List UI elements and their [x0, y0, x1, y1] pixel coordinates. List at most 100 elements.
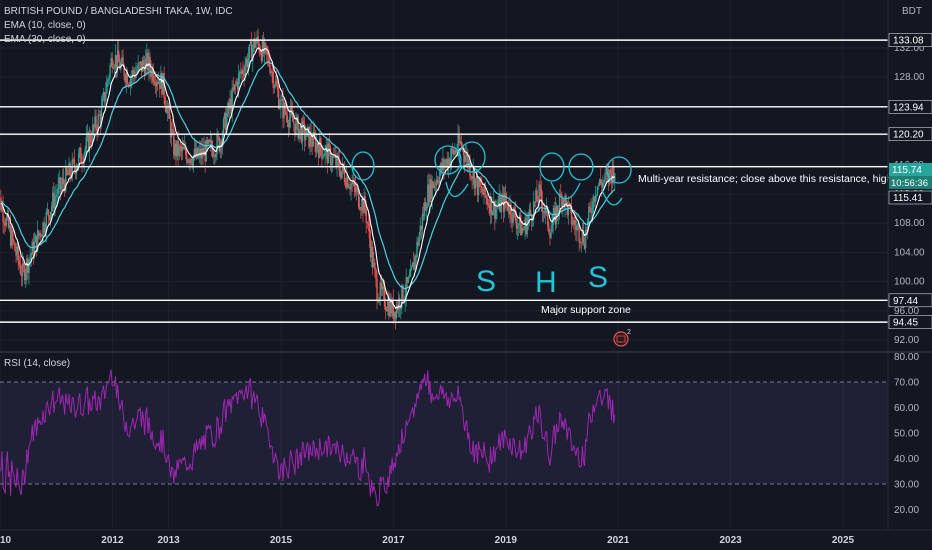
time-tick-label: 2017	[382, 535, 405, 546]
candle-body	[540, 187, 542, 201]
arc-drawing[interactable]	[601, 189, 623, 206]
candle-body	[62, 178, 65, 184]
candle-body	[593, 196, 595, 203]
last-price-tag[interactable]: 115.74 10:56:36 115.41	[888, 163, 932, 205]
candle-body	[471, 177, 473, 179]
candle-body	[549, 232, 551, 238]
rsi-legend[interactable]: RSI (14, close)	[4, 358, 71, 369]
candle-body	[115, 55, 118, 69]
resistance-annotation[interactable]: Multi-year resistance; close above this …	[638, 173, 901, 185]
candle-body	[353, 180, 356, 187]
candle-body	[456, 150, 458, 153]
candle-body	[403, 300, 405, 302]
candle-body	[301, 121, 304, 142]
candle-body	[397, 298, 400, 310]
candle-body	[470, 176, 472, 178]
arc-drawing[interactable]	[445, 181, 469, 198]
candle-body	[102, 92, 105, 99]
candle-body	[172, 129, 174, 131]
candle-body	[359, 206, 361, 210]
rsi-axis[interactable]: 80.00 70.00 60.00 50.00 40.00 30.00 20.00	[894, 352, 919, 516]
candle-body	[68, 163, 70, 176]
candle-body	[533, 201, 535, 220]
candle-body	[166, 108, 169, 114]
candle-body	[124, 76, 126, 83]
candle-body	[418, 235, 420, 246]
candle-body	[210, 140, 213, 149]
candle-body	[566, 201, 568, 216]
circle-drawing[interactable]	[539, 152, 565, 182]
circle-drawing[interactable]	[351, 151, 375, 181]
symbol-title[interactable]: BRITISH POUND / BANGLADESHI TAKA, 1W, ID…	[4, 6, 233, 17]
candle-body	[89, 133, 92, 142]
candle-body	[183, 146, 186, 149]
candle-body	[151, 68, 153, 77]
candle-body	[332, 155, 334, 164]
countdown-timer: 10:56:36	[891, 178, 928, 189]
support-annotation[interactable]: Major support zone	[541, 304, 631, 316]
candle-body	[560, 193, 562, 196]
candle-body	[288, 117, 291, 128]
candle-body	[97, 114, 99, 132]
candle-body	[32, 241, 35, 257]
candle-body	[310, 132, 312, 144]
ema-10-legend[interactable]: EMA (10, close, 0)	[4, 20, 86, 31]
candle-body	[16, 246, 18, 256]
candle-body	[240, 71, 242, 74]
arc-drawing[interactable]	[550, 181, 581, 200]
candle-body	[478, 177, 481, 186]
ema-30-legend[interactable]: EMA (30, close, 0)	[4, 34, 86, 45]
candle-body	[242, 69, 244, 74]
circle-drawing[interactable]	[434, 145, 462, 175]
candle-body	[509, 204, 511, 215]
candle-body	[527, 216, 530, 222]
horizontal-levels[interactable]	[0, 39, 888, 323]
candle-body	[589, 206, 591, 208]
event-badge[interactable]: 2	[613, 329, 631, 347]
candle-body	[249, 41, 252, 45]
candle-body	[230, 99, 232, 111]
candle-body	[315, 143, 318, 152]
candle-body	[423, 202, 426, 217]
candle-body	[118, 50, 120, 62]
candle-body	[574, 220, 576, 226]
candle-body	[21, 263, 24, 277]
candle-body	[276, 85, 279, 91]
circle-drawing[interactable]	[606, 156, 632, 184]
candle-body	[220, 141, 223, 147]
candle-body	[394, 311, 397, 319]
candle-body	[541, 200, 544, 213]
candle-body	[343, 170, 346, 182]
candle-body	[164, 97, 166, 107]
candle-body	[54, 197, 56, 209]
candle-body	[356, 188, 359, 190]
candle-body	[57, 184, 59, 195]
candle-body	[36, 230, 39, 251]
candle-body	[457, 135, 459, 151]
circle-drawing[interactable]	[568, 153, 594, 181]
candle-body	[113, 67, 116, 69]
candle-body	[528, 209, 531, 217]
candle-body	[93, 125, 95, 128]
candle-body	[409, 269, 412, 277]
candle-body	[373, 262, 375, 268]
candle-body	[86, 133, 89, 137]
candle-body	[414, 255, 416, 270]
candle-body	[488, 204, 491, 214]
candle-body	[239, 71, 241, 74]
circle-drawing[interactable]	[458, 141, 486, 173]
rsi-tick-label: 50.00	[894, 429, 919, 440]
candle-body	[538, 184, 540, 203]
candle-body	[325, 145, 327, 148]
drawing-annotations[interactable]	[351, 141, 632, 206]
candle-body	[613, 165, 615, 182]
candle-body	[70, 174, 72, 177]
candle-body	[55, 195, 57, 198]
candle-body	[526, 221, 528, 234]
candle-body	[74, 167, 77, 174]
time-axis[interactable]: 2010 2012 2013 2015 2017 2019 2021 2023 2025	[0, 535, 855, 546]
candle-body	[193, 148, 196, 157]
candle-body	[445, 159, 447, 164]
candle-body	[290, 108, 293, 114]
